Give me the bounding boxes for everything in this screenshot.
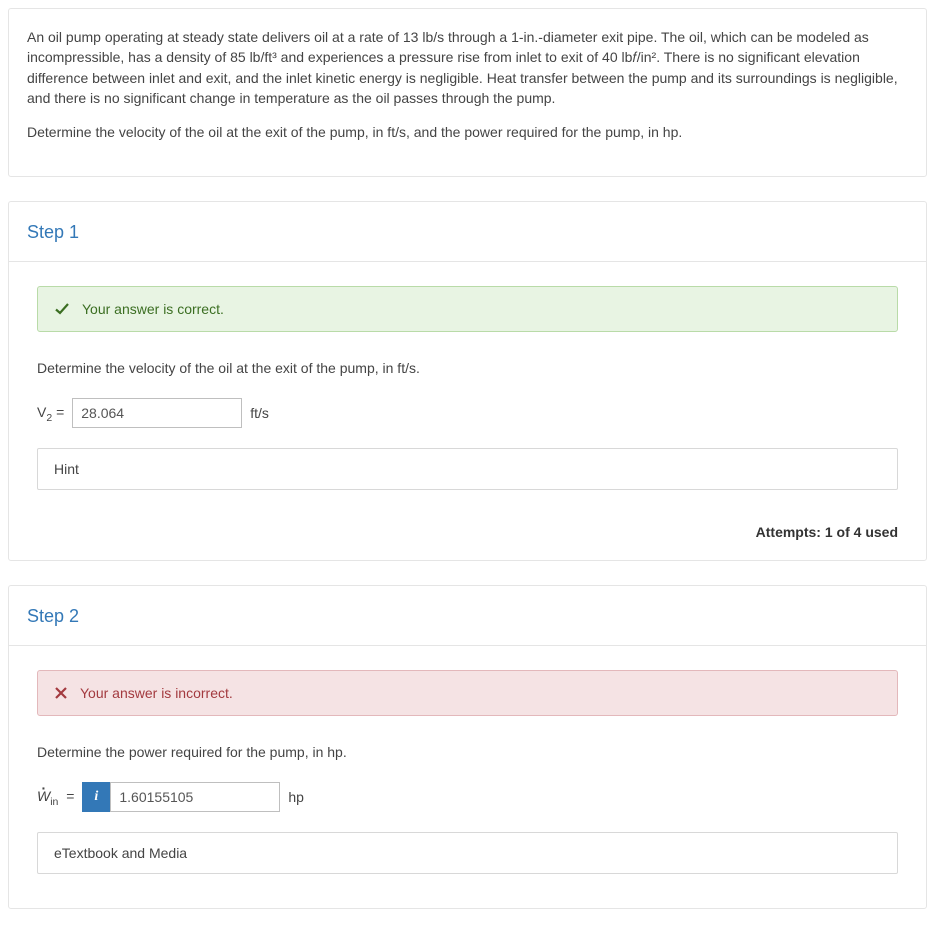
step-1-feedback-correct: Your answer is correct. [37, 286, 898, 332]
step-1-unit: ft/s [250, 405, 269, 421]
step-1-answer-row: V2 = ft/s [37, 398, 898, 428]
step-2-prompt: Determine the power required for the pum… [37, 744, 898, 760]
step-1-feedback-text: Your answer is correct. [82, 301, 224, 317]
step-1-attempts: Attempts: 1 of 4 used [9, 524, 926, 560]
step-1-body: Your answer is correct. Determine the ve… [9, 262, 926, 524]
step-2-variable: Win = [37, 788, 74, 808]
step-2-feedback-text: Your answer is incorrect. [80, 685, 233, 701]
info-icon[interactable]: i [82, 782, 110, 812]
problem-text: An oil pump operating at steady state de… [9, 9, 926, 176]
step-2-feedback-incorrect: Your answer is incorrect. [37, 670, 898, 716]
step-2-panel: Step 2 Your answer is incorrect. Determi… [8, 585, 927, 909]
step-2-unit: hp [288, 789, 304, 805]
step-2-answer-row: Win = i hp [37, 782, 898, 812]
problem-paragraph-2: Determine the velocity of the oil at the… [27, 122, 908, 142]
etextbook-media-button[interactable]: eTextbook and Media [37, 832, 898, 874]
step-1-answer-input[interactable] [72, 398, 242, 428]
step-2-body: Your answer is incorrect. Determine the … [9, 646, 926, 908]
x-icon [54, 686, 68, 700]
check-icon [54, 301, 70, 317]
hint-button[interactable]: Hint [37, 448, 898, 490]
step-1-variable: V2 = [37, 404, 64, 424]
step-1-prompt: Determine the velocity of the oil at the… [37, 360, 898, 376]
problem-panel: An oil pump operating at steady state de… [8, 8, 927, 177]
step-1-header: Step 1 [9, 202, 926, 262]
problem-paragraph-1: An oil pump operating at steady state de… [27, 27, 908, 108]
step-1-panel: Step 1 Your answer is correct. Determine… [8, 201, 927, 561]
step-2-header: Step 2 [9, 586, 926, 646]
step-2-answer-input[interactable] [110, 782, 280, 812]
